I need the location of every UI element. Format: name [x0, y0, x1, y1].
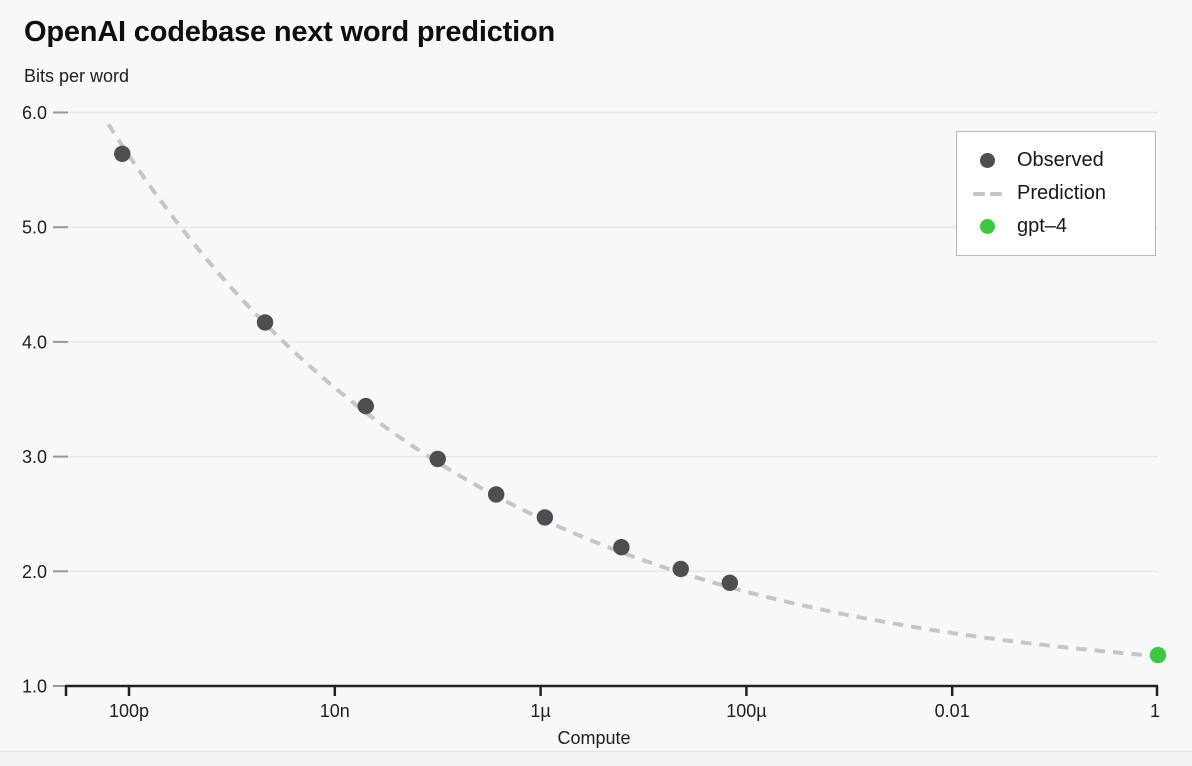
legend-item-observed: Observed: [972, 149, 1155, 173]
prediction-dash-icon: [972, 191, 1002, 196]
gpt-4-swatch: [972, 219, 1002, 234]
observed-swatch: [972, 153, 1002, 168]
legend-label-prediction: Prediction: [1017, 182, 1106, 204]
legend-label-gpt-4: gpt–4: [1017, 215, 1068, 237]
x-tick-label: 0.01: [935, 701, 970, 721]
observed-point: [114, 145, 131, 162]
observed-point: [256, 314, 274, 331]
x-tick-label: 1µ: [530, 701, 550, 721]
observed-point: [536, 509, 554, 526]
y-tick-label: 3.0: [22, 447, 47, 467]
observed-point: [487, 486, 505, 503]
y-tick-label: 1.0: [22, 677, 47, 697]
y-tick-label: 4.0: [22, 332, 47, 352]
gpt-4-dot-icon: [979, 219, 995, 234]
y-axis-title: Bits per word: [24, 66, 130, 86]
observed-point: [672, 560, 689, 578]
observed-point: [613, 539, 630, 556]
prediction-curve: [106, 123, 1163, 659]
observed-dot-icon: [979, 153, 995, 168]
x-tick-label: 100p: [109, 701, 149, 721]
prediction-swatch: [972, 191, 1002, 196]
legend-label-observed: Observed: [1017, 149, 1104, 171]
x-axis-title: Compute: [557, 728, 631, 748]
legend-item-gpt-4: gpt–4: [972, 215, 1155, 239]
observed-point: [357, 397, 374, 415]
x-tick-label: 1: [1150, 701, 1160, 721]
y-tick-label: 2.0: [22, 562, 47, 582]
y-tick-label: 5.0: [22, 218, 47, 238]
legend: Observed Prediction gpt–4: [956, 131, 1156, 256]
y-tick-label: 6.0: [22, 103, 47, 123]
legend-item-prediction: Prediction: [972, 182, 1155, 206]
observed-point: [429, 450, 446, 468]
x-tick-label: 100µ: [726, 701, 766, 721]
chart-title: OpenAI codebase next word prediction: [24, 16, 555, 48]
observed-point: [721, 574, 739, 591]
footer-band: [0, 751, 1192, 766]
gpt-4-point: [1149, 646, 1167, 664]
x-tick-label: 10n: [320, 701, 350, 721]
